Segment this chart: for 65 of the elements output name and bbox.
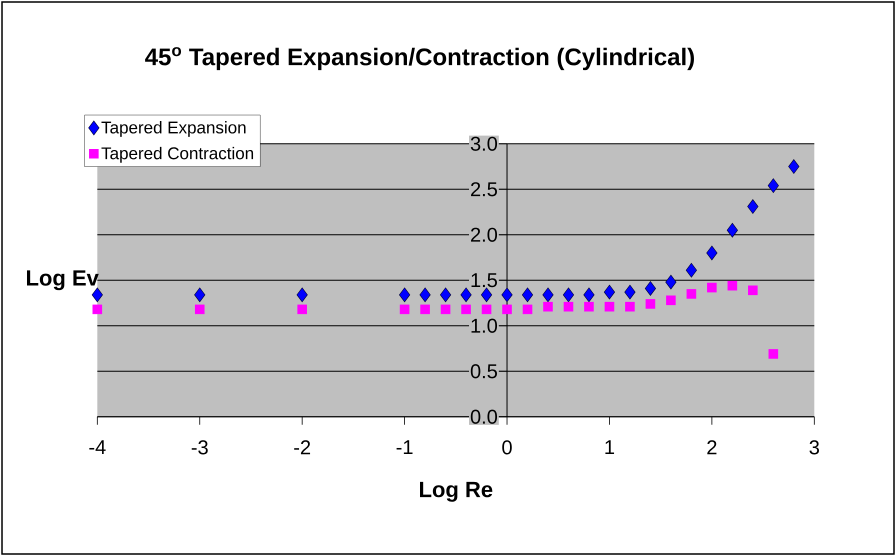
- point: [788, 159, 800, 174]
- point: [194, 304, 205, 314]
- x-axis-title: Log Re: [420, 482, 492, 502]
- point: [646, 299, 656, 309]
- point: [543, 302, 553, 312]
- point: [583, 288, 595, 302]
- x-tick-label: -4: [89, 440, 106, 454]
- point: [522, 304, 532, 314]
- point: [726, 222, 738, 238]
- point: [748, 285, 758, 296]
- point: [480, 288, 492, 302]
- point: [624, 284, 636, 300]
- y-tick-label: 0.0: [470, 410, 498, 424]
- y-tick-label: 1.5: [472, 273, 497, 288]
- point: [706, 246, 718, 260]
- y-tick-label: 2.5: [471, 182, 497, 196]
- x-tick-label: -3: [192, 440, 208, 454]
- y-tick-label: 3.0: [470, 136, 498, 151]
- point: [584, 302, 594, 312]
- point: [92, 304, 102, 314]
- chart-title: 45$^{o}$ Tapered Expansion/Contraction (Cylindrical): [145, 47, 694, 70]
- point: [460, 288, 472, 302]
- point: [399, 288, 410, 302]
- y-tick-label: 0.5: [470, 364, 497, 378]
- y-tick-label: 1.0: [472, 318, 498, 333]
- point: [666, 295, 676, 306]
- point: [296, 288, 308, 302]
- point: [501, 288, 513, 302]
- point: [604, 302, 614, 312]
- point: [747, 199, 758, 214]
- point: [686, 262, 697, 278]
- point: [768, 349, 778, 359]
- point: [564, 302, 574, 312]
- point: [522, 288, 534, 302]
- point: [625, 302, 635, 312]
- point: [92, 288, 103, 302]
- point: [400, 304, 410, 314]
- x-tick-label: -2: [294, 440, 310, 454]
- point: [482, 304, 492, 314]
- point: [686, 289, 696, 299]
- y-axis-title: Log Ev: [26, 270, 99, 290]
- point: [707, 282, 717, 292]
- point: [768, 178, 779, 193]
- point: [562, 288, 574, 302]
- point: [420, 288, 431, 302]
- point: [440, 288, 452, 302]
- legend-label: Tapered Contraction: [101, 146, 254, 163]
- point: [644, 281, 656, 296]
- point: [542, 288, 554, 302]
- x-tick-label: 0: [502, 440, 512, 454]
- point: [665, 274, 676, 290]
- point: [461, 304, 471, 314]
- point: [502, 304, 512, 314]
- x-tick-label: 3: [810, 440, 819, 454]
- x-tick-label: 2: [707, 440, 716, 454]
- y-tick-label: 2.0: [471, 228, 498, 242]
- point: [604, 284, 615, 300]
- point: [728, 280, 738, 291]
- point: [420, 304, 430, 314]
- point: [297, 304, 307, 314]
- legend-label: Tapered Expansion: [101, 121, 246, 137]
- x-tick-label: 1: [605, 440, 614, 454]
- point: [440, 304, 450, 314]
- point: [194, 288, 206, 302]
- x-tick-label: -1: [396, 440, 413, 454]
